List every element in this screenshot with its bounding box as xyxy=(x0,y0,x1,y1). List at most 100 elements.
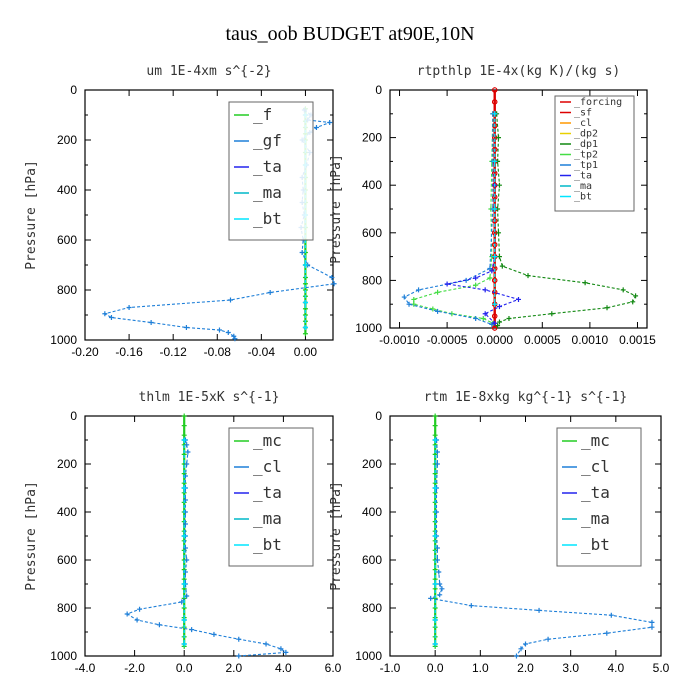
x-tick-label: 0.0000 xyxy=(476,333,513,347)
data-point xyxy=(549,311,555,317)
series-bt xyxy=(432,437,438,647)
data-point xyxy=(492,206,498,212)
legend-label: _cl xyxy=(574,118,592,129)
data-point xyxy=(184,442,190,448)
data-point xyxy=(482,287,488,293)
data-point xyxy=(225,330,231,335)
data-point xyxy=(189,627,195,633)
panel-title: rtpthlp 1E-4x(kg K)/(kg s) xyxy=(417,64,621,79)
data-point xyxy=(649,624,655,630)
data-point xyxy=(487,275,493,281)
data-point xyxy=(435,308,441,314)
legend-label: _cl xyxy=(253,457,282,476)
y-tick-label: 0 xyxy=(70,83,77,97)
panel-4: rtm 1E-8xkg kg^{-1} s^{-1} Pressure [hPa]… xyxy=(329,390,670,675)
data-point xyxy=(181,581,187,587)
data-point xyxy=(536,607,542,613)
legend-label: _bt xyxy=(574,192,592,203)
data-point xyxy=(620,287,626,293)
x-tick-label: 4.0 xyxy=(607,661,624,675)
y-tick-label: 0 xyxy=(375,83,382,97)
data-point xyxy=(496,254,502,260)
legend-label: _bt xyxy=(253,535,282,554)
data-point xyxy=(278,646,284,652)
y-tick-label: 0 xyxy=(375,409,382,423)
series-tp2 xyxy=(411,111,496,326)
data-point xyxy=(473,282,479,288)
y-tick-label: 600 xyxy=(362,226,382,240)
y-tick-label: 800 xyxy=(362,601,382,615)
data-point xyxy=(434,461,440,467)
data-point xyxy=(496,182,502,188)
legend-label: _tp2 xyxy=(574,150,598,161)
data-point xyxy=(263,641,269,647)
data-point xyxy=(227,297,233,303)
data-point xyxy=(211,631,217,637)
x-tick-label: -0.16 xyxy=(115,345,143,359)
data-point xyxy=(232,336,238,342)
data-point xyxy=(124,611,130,617)
data-point xyxy=(329,275,335,280)
y-tick-label: 400 xyxy=(362,505,382,519)
y-axis-label: Pressure [hPa] xyxy=(24,481,39,591)
legend-label: _ta xyxy=(574,171,592,182)
data-point xyxy=(489,321,495,327)
data-point xyxy=(649,619,655,625)
data-point xyxy=(492,158,498,164)
x-tick-label: -1.0 xyxy=(380,661,401,675)
data-point xyxy=(411,296,417,302)
data-point xyxy=(184,557,190,563)
legend-label: _dp1 xyxy=(574,139,598,150)
y-tick-label: 800 xyxy=(57,601,77,615)
data-point xyxy=(401,294,407,300)
data-point xyxy=(430,306,436,312)
legend: _mc _cl _ta _ma _bt xyxy=(228,427,314,567)
data-point xyxy=(148,320,154,325)
x-tick-label: 0.0015 xyxy=(619,333,656,347)
data-point xyxy=(608,612,614,618)
data-point xyxy=(137,606,143,612)
legend-label: _ma xyxy=(581,509,610,528)
data-point xyxy=(492,242,498,248)
data-point xyxy=(432,617,438,623)
legend-label: _ma xyxy=(253,509,282,528)
series-tp1 xyxy=(401,111,496,327)
legend-label: _cl xyxy=(581,457,610,476)
data-point xyxy=(523,641,528,647)
data-point xyxy=(182,521,188,527)
data-point xyxy=(439,586,445,592)
series-bt xyxy=(181,437,187,647)
data-point xyxy=(432,581,438,587)
data-point xyxy=(179,599,185,605)
data-point xyxy=(434,557,440,563)
data-point xyxy=(432,437,438,443)
data-point xyxy=(313,125,319,130)
legend-box xyxy=(228,427,314,567)
data-point xyxy=(181,432,187,438)
data-point xyxy=(434,449,440,455)
series-line xyxy=(496,113,637,326)
data-point xyxy=(181,437,187,443)
legend-label: _gf xyxy=(253,131,282,150)
x-tick-label: 4.0 xyxy=(275,661,292,675)
data-point xyxy=(432,432,438,438)
data-point xyxy=(496,135,502,141)
data-point xyxy=(482,311,488,317)
data-point xyxy=(468,603,474,609)
data-point xyxy=(432,641,438,647)
legend-label: _ta xyxy=(581,483,610,502)
x-tick-label: 2.0 xyxy=(517,661,534,675)
data-point xyxy=(516,296,521,302)
data-point xyxy=(184,593,190,599)
data-point xyxy=(185,449,191,455)
data-point xyxy=(432,423,438,429)
data-point xyxy=(496,230,502,236)
data-point xyxy=(492,277,498,284)
data-point xyxy=(432,413,438,419)
data-point xyxy=(181,533,187,539)
data-point xyxy=(489,268,495,274)
data-point xyxy=(545,636,551,642)
legend-label: _ma xyxy=(574,181,592,192)
data-point xyxy=(582,280,588,286)
x-tick-label: 6.0 xyxy=(325,661,342,675)
